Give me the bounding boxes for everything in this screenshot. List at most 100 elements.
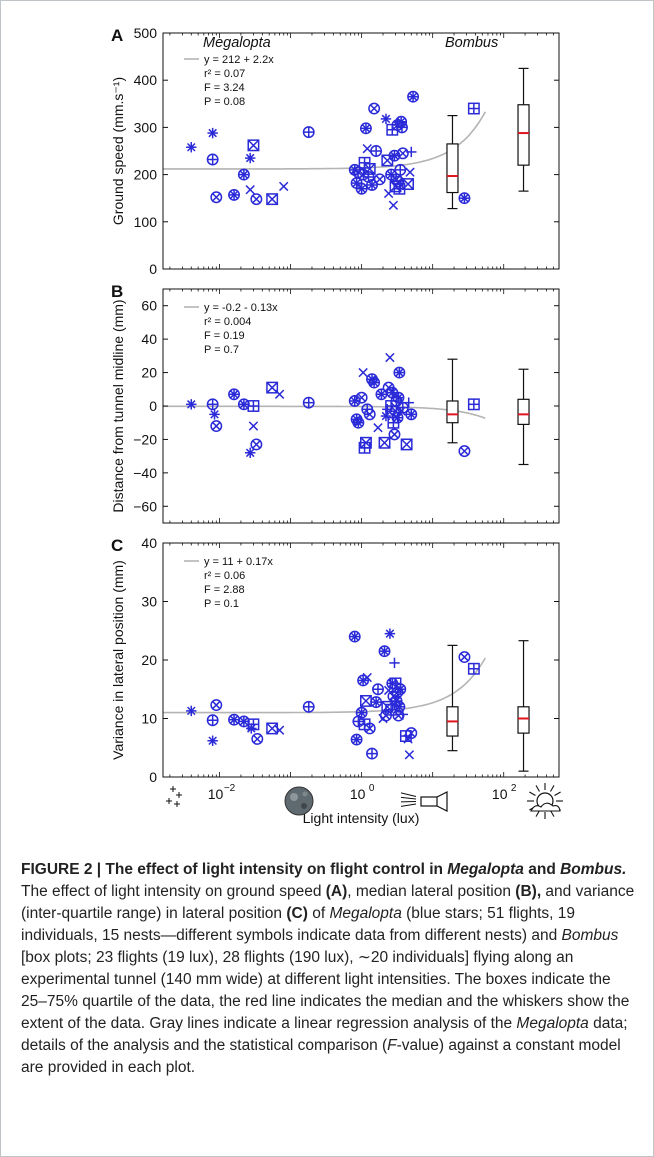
x-tick-label-exponent: −2 xyxy=(224,783,236,794)
x-tick-label: 10 xyxy=(350,786,366,802)
data-point xyxy=(250,193,263,206)
data-point xyxy=(186,705,197,717)
data-point xyxy=(359,122,372,135)
box xyxy=(446,143,459,194)
y-tick-label: −20 xyxy=(133,431,157,447)
data-point xyxy=(251,733,264,745)
bombus-box-plot xyxy=(446,644,459,752)
data-point xyxy=(355,706,368,719)
caption-title: FIGURE 2 | The effect of light intensity… xyxy=(21,861,627,878)
y-axis-label: Ground speed (mm.s⁻¹) xyxy=(110,77,126,225)
y-tick-label: 300 xyxy=(134,119,158,135)
data-point xyxy=(388,200,399,210)
data-point xyxy=(400,438,413,451)
data-point xyxy=(209,409,220,420)
data-point xyxy=(394,163,407,176)
data-point xyxy=(245,185,255,195)
data-point xyxy=(407,90,420,103)
x-tick-label: 10 xyxy=(208,786,224,802)
data-point xyxy=(397,709,409,720)
data-point xyxy=(403,734,413,744)
y-tick-label: −40 xyxy=(133,465,157,481)
data-point xyxy=(359,436,372,449)
bombus-box-plot xyxy=(517,640,530,772)
group-label-bombus: Bombus xyxy=(445,35,498,51)
panel-letter: A xyxy=(111,26,123,45)
bombus-box-plot xyxy=(446,358,459,444)
x-tick-label-exponent: 0 xyxy=(369,783,375,794)
data-point xyxy=(350,733,363,746)
data-point xyxy=(210,699,223,711)
data-point xyxy=(228,713,240,726)
data-point xyxy=(458,445,471,458)
x-tick-label: 10 xyxy=(492,786,508,802)
stats-text: P = 0.08 xyxy=(204,96,245,108)
panel-c: 0 10 20 30 40 C Variance in lateral position (… xyxy=(110,535,560,785)
data-point xyxy=(244,447,256,458)
x-axis-label: Light intensity (lux) xyxy=(303,810,420,826)
data-point xyxy=(207,127,218,139)
data-point xyxy=(383,685,394,696)
data-point xyxy=(279,181,289,192)
y-tick-label: 10 xyxy=(141,711,157,727)
data-point xyxy=(357,674,370,687)
data-point xyxy=(405,167,415,177)
y-tick-label: 40 xyxy=(141,331,157,347)
data-point xyxy=(274,389,285,399)
data-point xyxy=(274,725,285,735)
data-point xyxy=(206,398,219,411)
data-point xyxy=(363,408,376,421)
data-point xyxy=(467,398,480,411)
megalopta-points xyxy=(186,628,480,760)
data-point xyxy=(373,173,386,186)
data-point xyxy=(467,102,480,115)
y-tick-label: 0 xyxy=(149,769,157,785)
panel-letter: B xyxy=(111,282,123,301)
stats-text: r² = 0.004 xyxy=(204,316,251,328)
data-point xyxy=(237,398,250,411)
data-point xyxy=(355,182,368,195)
starlight-icon xyxy=(166,786,182,807)
bombus-box-plot xyxy=(517,368,530,466)
data-point xyxy=(378,436,391,449)
stats-text: y = 11 + 0.17x xyxy=(204,556,273,568)
box xyxy=(517,104,530,166)
data-point xyxy=(368,102,381,115)
plot-frame xyxy=(162,32,560,270)
box xyxy=(517,398,530,425)
megalopta-points xyxy=(186,352,480,458)
data-point xyxy=(302,700,315,713)
data-point xyxy=(404,750,415,760)
data-point xyxy=(403,397,414,408)
data-point xyxy=(363,162,376,175)
data-point xyxy=(467,662,480,675)
data-point xyxy=(186,399,197,410)
data-point xyxy=(405,727,418,740)
data-point xyxy=(368,376,381,389)
data-point xyxy=(302,396,315,409)
stats-text: F = 2.88 xyxy=(204,584,245,596)
data-point xyxy=(394,683,407,696)
data-point xyxy=(384,628,396,639)
stats-text: F = 3.24 xyxy=(204,82,245,94)
data-point xyxy=(206,714,219,727)
y-axis-label: Variance in lateral position (mm) xyxy=(110,560,126,760)
y-tick-label: 100 xyxy=(134,214,158,230)
data-point xyxy=(206,153,219,166)
data-point xyxy=(250,438,263,451)
stats-text: r² = 0.07 xyxy=(204,68,245,80)
data-point xyxy=(244,152,256,164)
x-tick-label-exponent: 2 xyxy=(511,783,517,794)
data-point xyxy=(392,709,405,722)
data-point xyxy=(266,193,279,206)
data-point xyxy=(393,366,406,379)
data-point xyxy=(373,423,383,433)
stats-text: P = 0.7 xyxy=(204,344,239,356)
group-label-megalopta: Megalopta xyxy=(203,35,271,51)
data-point xyxy=(393,700,406,713)
bombus-box-plot xyxy=(517,67,530,192)
y-tick-label: −60 xyxy=(133,498,157,514)
data-point xyxy=(389,657,400,669)
data-point xyxy=(247,139,260,152)
